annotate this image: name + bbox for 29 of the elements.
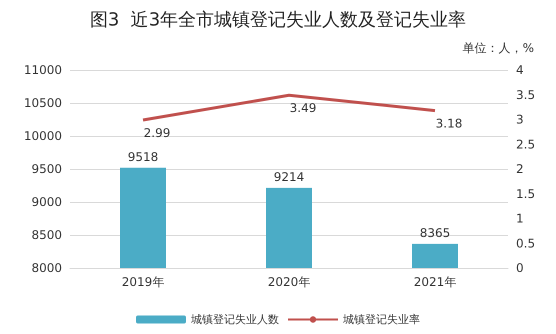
text: 单位：人，% bbox=[462, 41, 534, 55]
legend-label: 城镇登记失业率 bbox=[342, 313, 420, 326]
x-tick-label: 2019年 bbox=[122, 275, 164, 289]
data-label: 3.49 bbox=[290, 101, 316, 116]
data-label: 9214 bbox=[274, 170, 304, 184]
chart-title: 图3 近3年全市城镇登记失业人数及登记失业率 bbox=[90, 10, 466, 30]
data-label: 3.18 bbox=[436, 116, 462, 131]
data-label: 9518 bbox=[128, 150, 158, 164]
y-tick-label: 9000 bbox=[31, 195, 62, 209]
y2-tick-label: 1.5 bbox=[516, 186, 536, 201]
y2-tick-label: 0 bbox=[516, 261, 524, 275]
y-tick-label: 10000 bbox=[24, 129, 62, 143]
y2-tick-label: 2 bbox=[516, 162, 524, 176]
y-tick-label: 10500 bbox=[24, 96, 62, 110]
y-tick-label: 8000 bbox=[31, 261, 62, 275]
legend-label: 城镇登记失业人数 bbox=[190, 313, 279, 326]
y2-tick-label: 2.5 bbox=[516, 137, 536, 152]
data-label: 2.99 bbox=[144, 126, 170, 140]
y-tick-label: 9500 bbox=[31, 162, 62, 176]
y2-tick-label: 1 bbox=[516, 212, 524, 226]
y-tick-label: 11000 bbox=[24, 63, 62, 77]
y2-tick-label: 3 bbox=[516, 112, 524, 126]
x-tick-label: 2020年 bbox=[268, 275, 310, 289]
y2-tick-label: 4 bbox=[516, 63, 524, 77]
y2-tick-label: 0.5 bbox=[516, 236, 536, 250]
y2-tick-label: 3.5 bbox=[516, 88, 536, 102]
y-tick-label: 8500 bbox=[31, 228, 62, 242]
data-label: 8365 bbox=[420, 226, 450, 240]
x-tick-label: 2021年 bbox=[414, 275, 456, 289]
